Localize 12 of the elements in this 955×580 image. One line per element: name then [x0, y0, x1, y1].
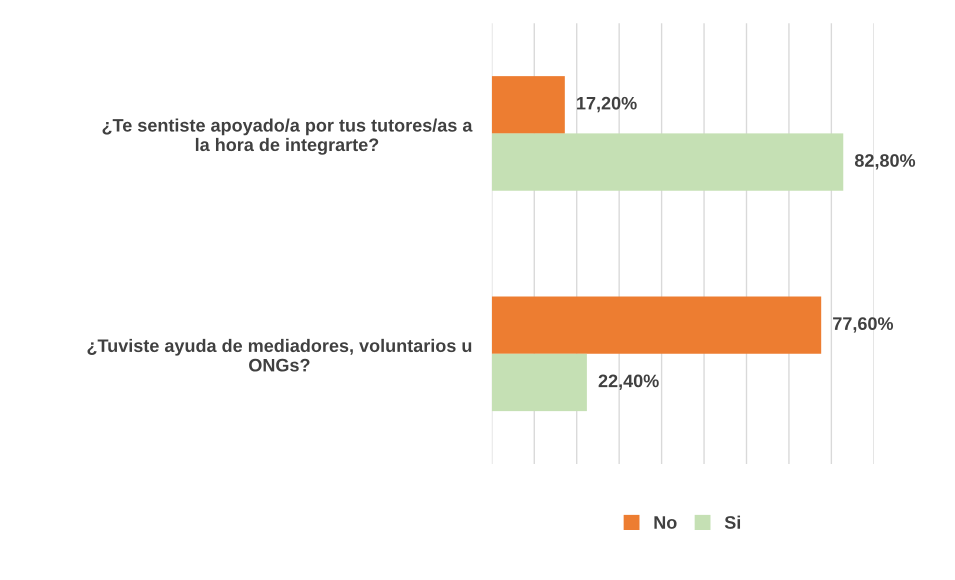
bar	[492, 296, 822, 354]
bar	[492, 133, 844, 191]
bar	[492, 76, 565, 134]
y-tick-label: ¿Tuviste ayuda de mediadores, voluntarios u ONGs?	[87, 338, 472, 372]
bar	[492, 354, 587, 412]
data-label: 17,20%	[577, 96, 637, 112]
data-label: 82,80%	[854, 154, 916, 170]
legend-label: Si	[724, 516, 740, 529]
legend-label: No	[654, 516, 677, 529]
y-tick-label: ¿Te sentiste apoyado/a por tus tutores/as a la hora de integrarte?	[102, 118, 473, 155]
data-label: 77,60%	[833, 317, 894, 333]
data-label: 22,40%	[598, 374, 659, 390]
